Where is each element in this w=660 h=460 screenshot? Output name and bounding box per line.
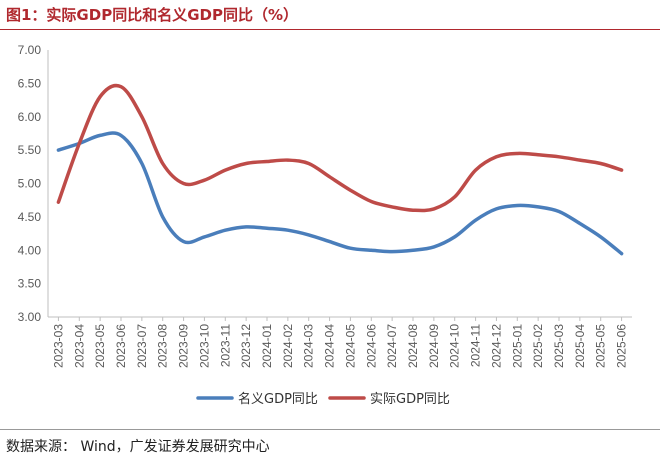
x-tick-label: 2025-05	[594, 324, 608, 368]
series-line-real-gdp	[56, 83, 624, 213]
x-tick-label: 2023-09	[177, 324, 191, 368]
x-tick-label: 2024-06	[364, 324, 378, 368]
y-tick-labels: 3.00 3.50 4.00 4.50 5.00 5.50 6.00 6.50 7.00	[18, 43, 42, 324]
y-tick-label: 6.00	[18, 110, 42, 124]
x-tick-label: 2023-10	[197, 324, 211, 368]
y-tick-label: 5.50	[18, 143, 42, 157]
x-tick-label: 2025-03	[552, 324, 566, 368]
x-tick-label: 2023-12	[239, 324, 253, 368]
source-note: 数据来源： Wind，广发证券发展研究中心	[6, 439, 270, 455]
x-tick-label: 2023-04	[72, 324, 86, 368]
y-tick-label: 4.50	[18, 210, 42, 224]
x-tick-label: 2023-03	[51, 324, 65, 368]
x-tick-label: 2024-02	[281, 324, 295, 368]
x-tick-label: 2025-01	[510, 324, 524, 368]
x-tick-label: 2024-09	[427, 324, 441, 368]
chart-title: 图1：实际GDP同比和名义GDP同比（%）	[6, 6, 298, 24]
legend: 名义GDP同比 实际GDP同比	[196, 391, 450, 407]
line-chart: 3.00 3.50 4.00 4.50 5.00 5.50 6.00 6.50 7.00 202…	[18, 43, 632, 407]
y-tick-label: 4.00	[18, 243, 42, 257]
x-tick-label: 2023-08	[156, 324, 170, 368]
x-tick-label: 2025-04	[573, 324, 587, 368]
x-tick-label: 2024-05	[343, 324, 357, 368]
y-tick-label: 5.00	[18, 177, 42, 191]
x-tick-label: 2023-06	[114, 324, 128, 368]
series-lines	[56, 83, 624, 256]
y-tick-label: 3.50	[18, 277, 42, 291]
x-tick-label: 2024-11	[469, 324, 483, 367]
x-tick-label: 2024-08	[406, 324, 420, 368]
x-tick-label: 2024-01	[260, 324, 274, 368]
x-tick-labels: 2023-03 2023-04 2023-05 2023-06 2023-07 2023-…	[51, 324, 628, 368]
series-line-nominal-gdp	[56, 131, 624, 256]
x-tick-label: 2023-05	[93, 324, 107, 368]
y-tick-label: 3.00	[18, 310, 42, 324]
x-tick-label: 2023-11	[218, 324, 232, 367]
x-tick-label: 2023-07	[135, 324, 149, 368]
x-tick-label: 2024-12	[489, 324, 503, 368]
x-tick-label: 2025-06	[615, 324, 629, 368]
y-tick-label: 7.00	[18, 43, 42, 57]
legend-label: 实际GDP同比	[370, 392, 450, 407]
title-divider	[0, 29, 660, 30]
x-tick-label: 2024-04	[323, 324, 337, 368]
x-tick-label: 2025-02	[531, 324, 545, 368]
y-tick-label: 6.50	[18, 76, 42, 90]
x-tick-label: 2024-07	[385, 324, 399, 368]
legend-label: 名义GDP同比	[238, 391, 318, 407]
x-tick-label: 2024-03	[302, 324, 316, 368]
axes	[47, 50, 632, 321]
footer-divider	[0, 429, 660, 430]
x-tick-label: 2024-10	[448, 324, 462, 368]
